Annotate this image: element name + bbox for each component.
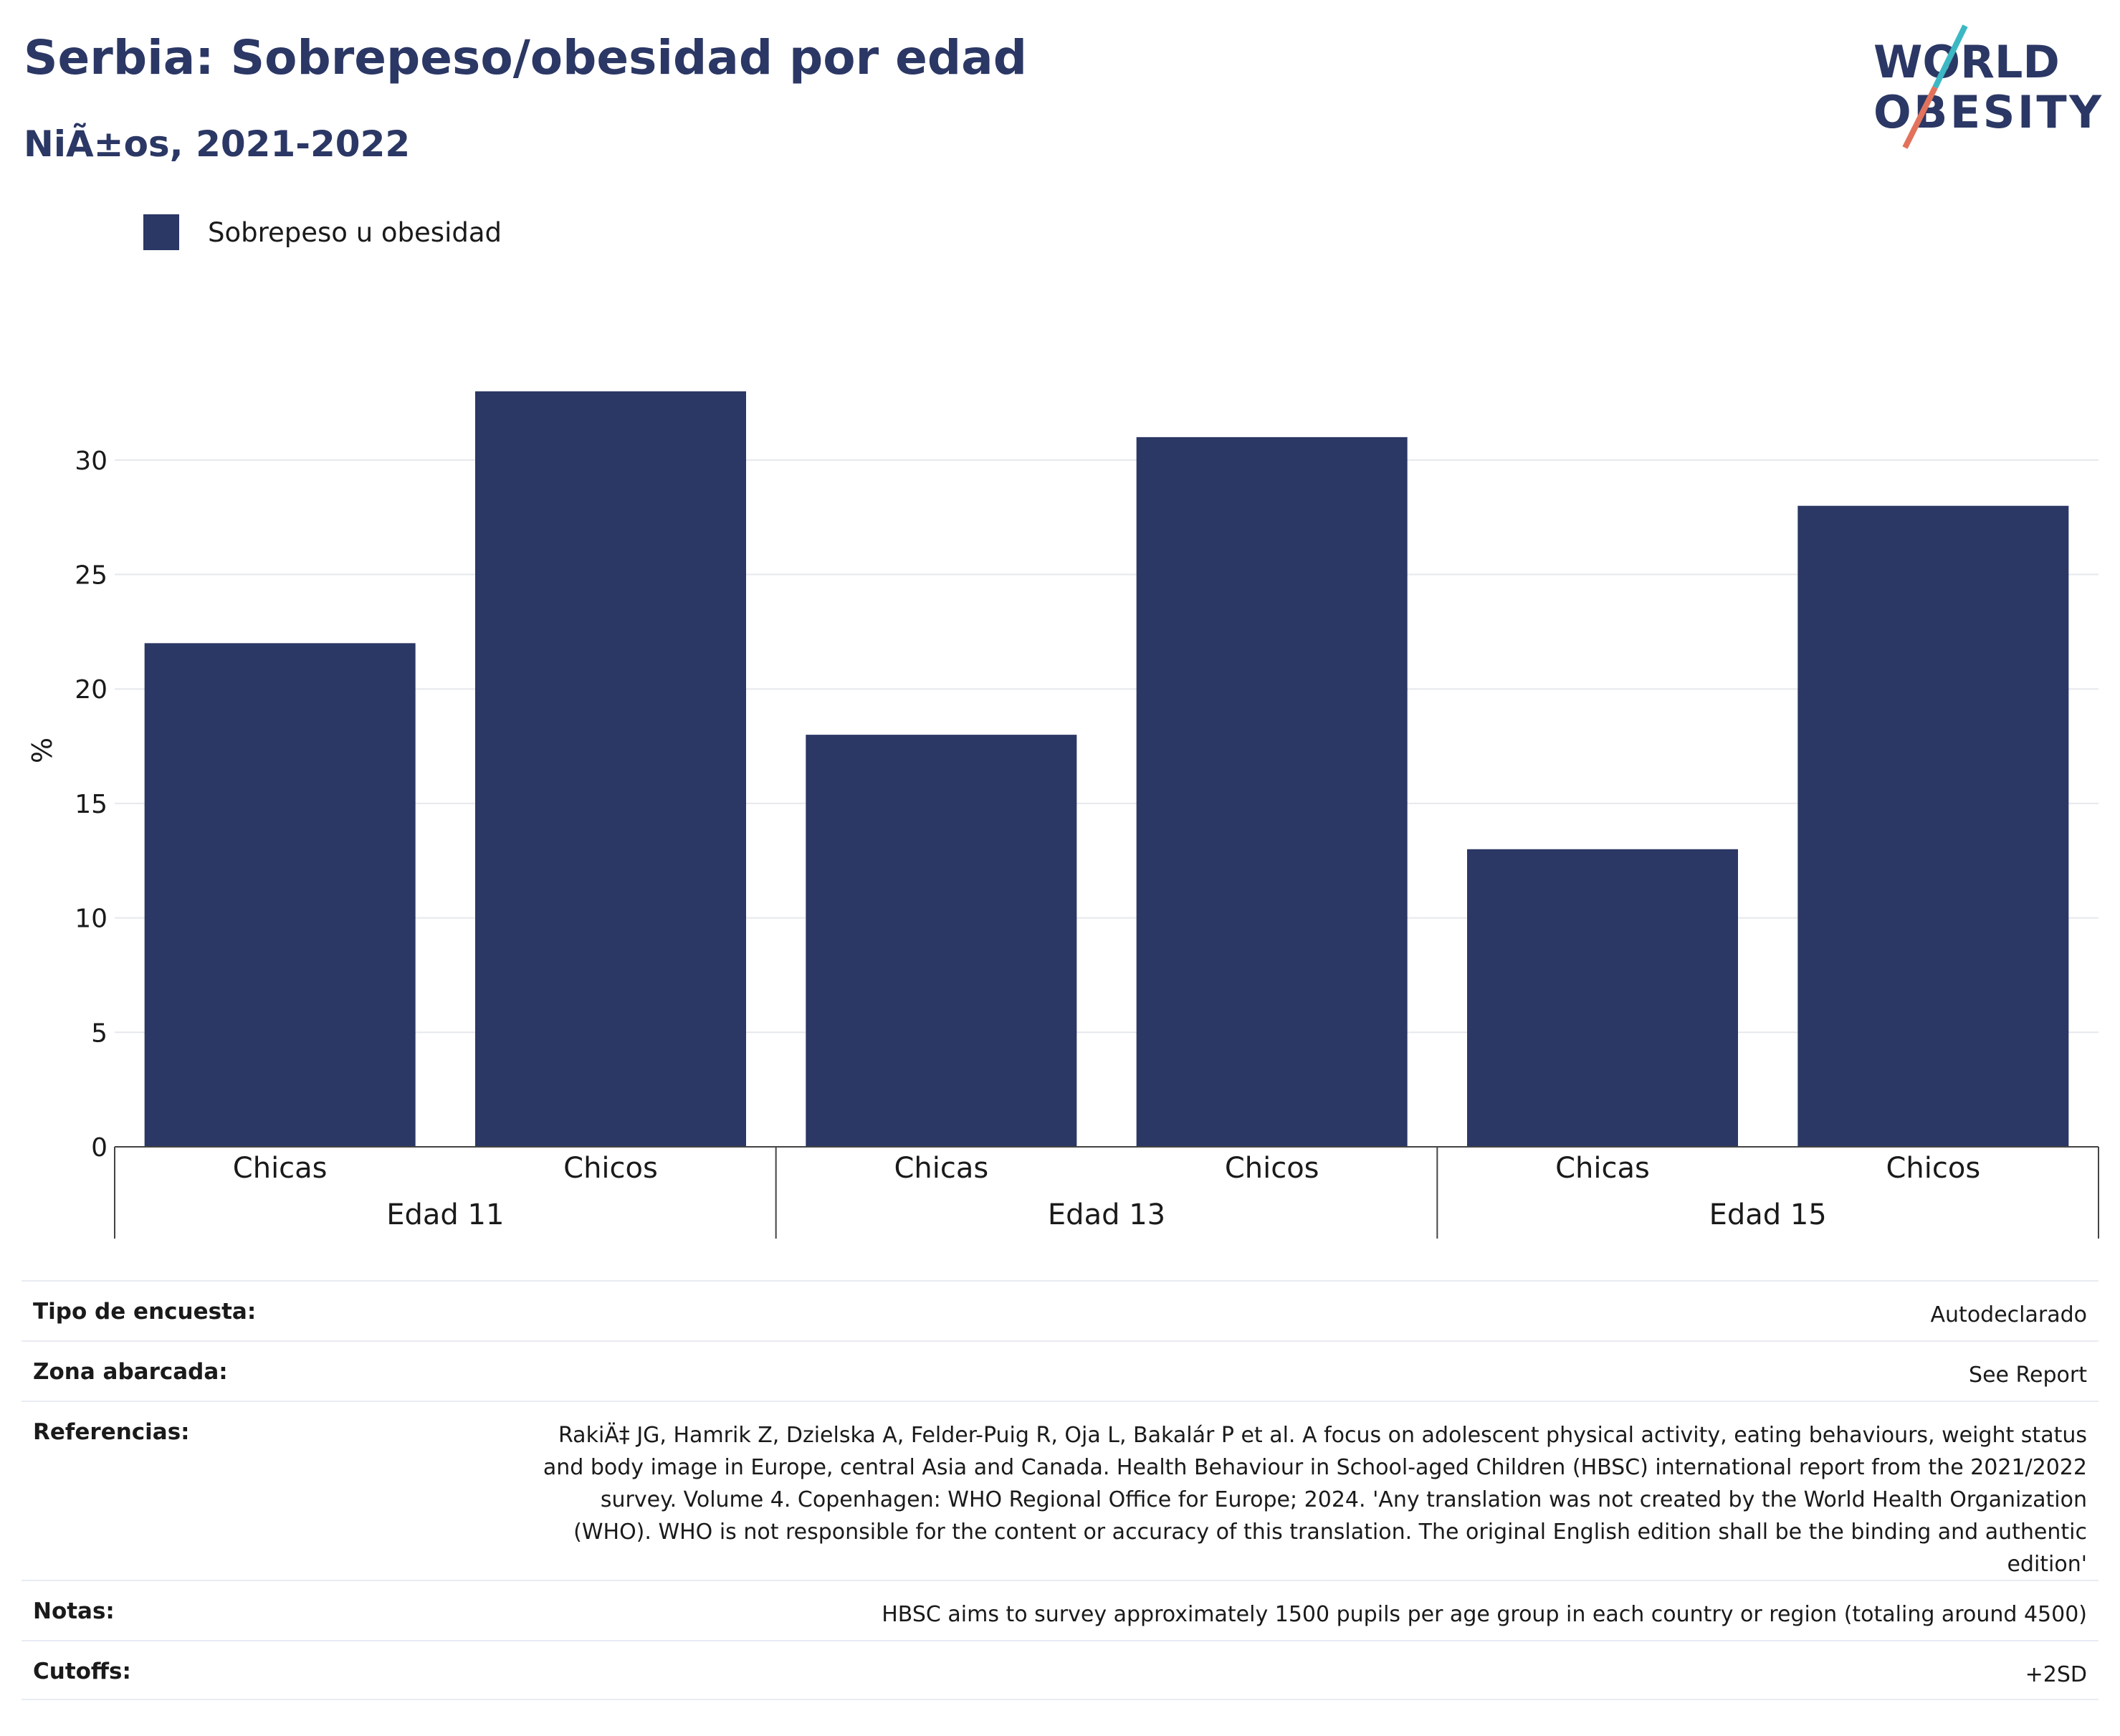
group-label: Edad 11 <box>386 1198 504 1231</box>
info-row: Tipo de encuesta: Autodeclarado <box>22 1280 2098 1340</box>
gridlines <box>115 459 2098 1034</box>
x-tick-label: Chicos <box>1225 1152 1319 1185</box>
y-tick-label: 0 <box>91 1133 108 1163</box>
y-tick-label: 15 <box>75 790 108 819</box>
info-row: Cutoffs: +2SD <box>22 1640 2098 1700</box>
y-axis-label: % <box>27 738 58 763</box>
info-value: See Report <box>1969 1363 2087 1388</box>
info-label: Zona abarcada: <box>33 1359 228 1385</box>
world-obesity-logo: WORLD OBESITY <box>1873 24 2102 149</box>
info-label: Cutoffs: <box>33 1659 131 1684</box>
info-value: Autodeclarado <box>1930 1302 2087 1327</box>
info-value: +2SD <box>2025 1662 2087 1687</box>
axes: 0 5 10 15 20 25 30 Chicas Chicos Chicas Chicos Chic… <box>75 447 2099 1239</box>
bar <box>144 643 416 1147</box>
legend-swatch <box>143 214 179 250</box>
y-tick-label: 20 <box>75 675 108 705</box>
info-label: Tipo de encuesta: <box>33 1299 257 1325</box>
y-tick-label: 30 <box>75 447 108 476</box>
x-tick-label: Chicas <box>894 1152 988 1185</box>
bar <box>1797 505 2069 1147</box>
chart-title: Serbia: Sobrepeso/obesidad por edad <box>24 30 1027 85</box>
chart-subtitle: NiÃ±os, 2021-2022 <box>24 123 411 165</box>
y-tick-label: 25 <box>75 561 108 591</box>
bar <box>475 391 746 1147</box>
info-label: Referencias: <box>33 1419 190 1445</box>
x-tick-label: Chicas <box>1555 1152 1650 1185</box>
y-tick-label: 10 <box>75 905 108 934</box>
info-value: HBSC aims to survey approximately 1500 p… <box>882 1602 2087 1627</box>
legend-label: Sobrepeso u obesidad <box>208 216 502 248</box>
x-tick-label: Chicos <box>1886 1152 1980 1185</box>
info-row: Referencias: RakiÄ‡ JG, Hamrik Z, Dzielsk… <box>22 1401 2098 1580</box>
info-row: Notas: HBSC aims to survey approximately … <box>22 1580 2098 1640</box>
y-tick-label: 5 <box>91 1019 108 1048</box>
x-tick-label: Chicas <box>233 1152 328 1185</box>
info-row: Zona abarcada: See Report <box>22 1340 2098 1401</box>
info-table: Tipo de encuesta: Autodeclarado Zona abarc… <box>22 1280 2098 1700</box>
bar <box>806 735 1077 1147</box>
group-label: Edad 13 <box>1048 1198 1165 1231</box>
bar <box>1467 849 1738 1147</box>
legend: Sobrepeso u obesidad <box>143 214 502 251</box>
x-tick-label: Chicos <box>563 1152 658 1185</box>
info-value: RakiÄ‡ JG, Hamrik Z, Dzielska A, Felder-… <box>543 1423 2087 1577</box>
group-label: Edad 15 <box>1709 1198 1827 1231</box>
bar-chart: 0 5 10 15 20 25 30 Chicas Chicos Chicas Chicos Chic… <box>27 391 2099 1239</box>
bars <box>144 391 2069 1147</box>
logo-slash-teal <box>1932 24 1968 89</box>
logo-slash-coral <box>1902 86 1938 149</box>
logo-line-1: WORLD <box>1873 36 2060 88</box>
bar <box>1136 437 1408 1147</box>
info-label: Notas: <box>33 1598 115 1624</box>
